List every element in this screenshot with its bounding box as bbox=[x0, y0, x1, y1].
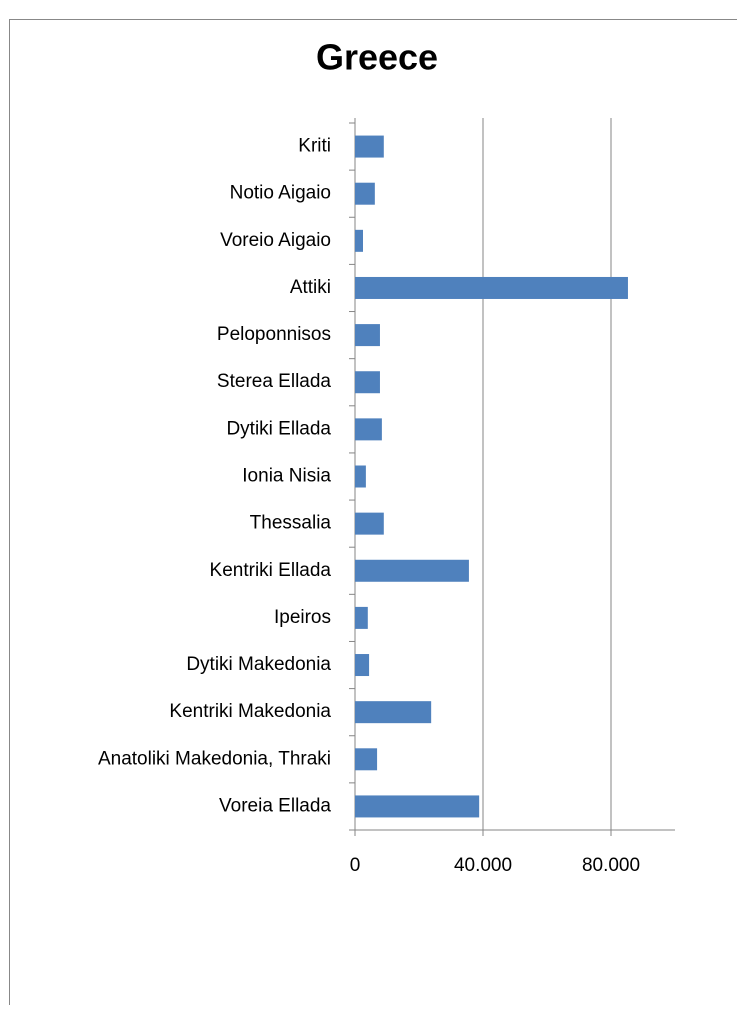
y-tick-label: Notio Aigaio bbox=[230, 183, 331, 204]
y-tick-label: Peloponnisos bbox=[217, 324, 331, 345]
bar bbox=[355, 701, 431, 723]
bar bbox=[355, 748, 377, 770]
bar bbox=[355, 654, 369, 676]
bar bbox=[355, 607, 368, 629]
y-tick-label: Ionia Nisia bbox=[242, 466, 331, 487]
y-tick-label: Kriti bbox=[298, 136, 331, 157]
y-tick-label: Voreia Ellada bbox=[219, 795, 331, 816]
y-tick-label: Sterea Ellada bbox=[217, 371, 332, 392]
y-tick-label: Kentriki Makedonia bbox=[169, 701, 331, 722]
x-tick-label: 80.000 bbox=[582, 855, 640, 876]
y-tick-label: Thessalia bbox=[250, 513, 332, 534]
y-tick-label: Kentriki Ellada bbox=[210, 560, 332, 581]
bar bbox=[355, 795, 479, 817]
bar bbox=[355, 324, 380, 346]
x-tick-label: 0 bbox=[350, 855, 361, 876]
y-tick-label: Attiki bbox=[290, 277, 331, 298]
bar bbox=[355, 466, 366, 488]
chart-title: Greece bbox=[316, 37, 438, 78]
bar bbox=[355, 371, 380, 393]
bar bbox=[355, 183, 375, 205]
bar bbox=[355, 513, 384, 535]
top-strip bbox=[0, 0, 737, 10]
y-tick-label: Voreio Aigaio bbox=[220, 230, 331, 251]
bar bbox=[355, 277, 628, 299]
bar bbox=[355, 560, 469, 582]
x-tick-label: 40.000 bbox=[454, 855, 512, 876]
bar bbox=[355, 136, 384, 158]
y-tick-label: Dytiki Makedonia bbox=[186, 654, 331, 675]
y-tick-label: Ipeiros bbox=[274, 607, 331, 628]
y-tick-label: Dytiki Ellada bbox=[226, 418, 331, 439]
bar bbox=[355, 230, 363, 252]
bar bbox=[355, 418, 382, 440]
y-tick-label: Anatoliki Makedonia, Thraki bbox=[98, 748, 331, 769]
